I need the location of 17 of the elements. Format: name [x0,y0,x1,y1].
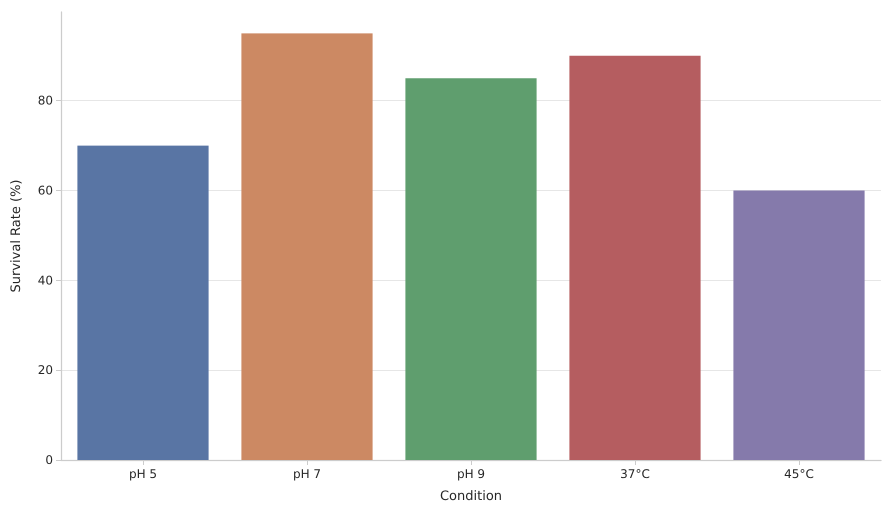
y-tick-label: 0 [45,453,53,467]
x-tick-label: pH 7 [292,467,322,481]
x-tick-label: 45°C [784,467,814,481]
x-tick-label: 37°C [620,467,650,481]
bar [241,33,373,460]
x-axis-title: Condition [440,489,502,504]
x-tick-label: pH 5 [128,467,158,481]
bar [405,78,537,460]
y-axis-title: Survival Rate (%) [9,180,24,292]
bar [77,146,209,460]
bar [569,56,701,460]
y-tick-label: 20 [38,363,53,378]
bar [733,190,865,460]
y-tick-label: 80 [38,94,53,108]
y-tick-label: 60 [38,184,53,198]
y-tick-label: 40 [38,273,53,288]
x-tick-label: pH 9 [456,467,486,481]
